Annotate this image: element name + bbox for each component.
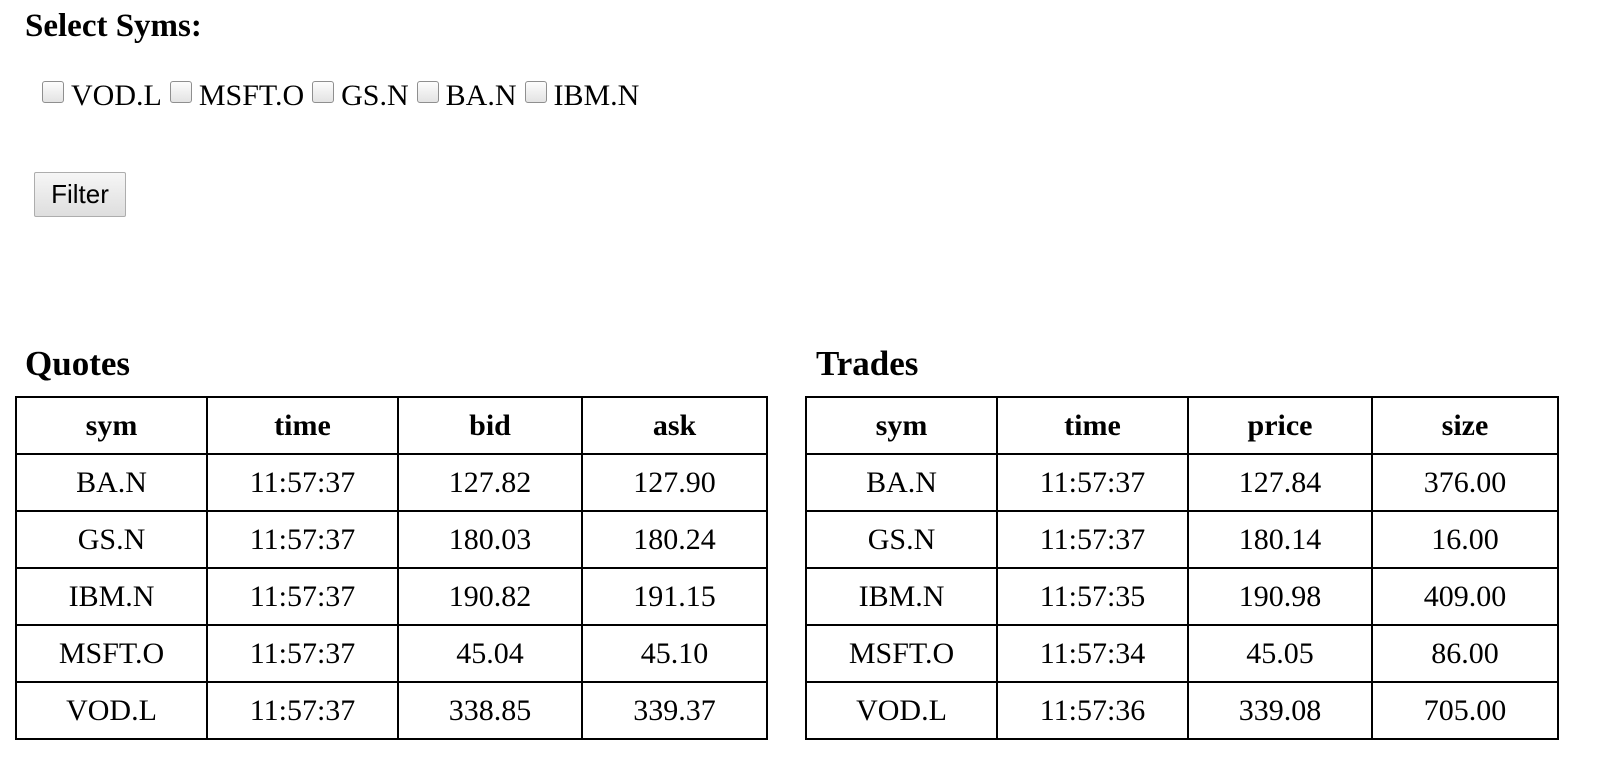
table-cell: 11:57:37 xyxy=(206,510,399,569)
table-cell: 11:57:34 xyxy=(996,624,1189,683)
column-header: sym xyxy=(15,396,208,455)
table-cell: BA.N xyxy=(805,453,998,512)
table-cell: 11:57:37 xyxy=(206,624,399,683)
table-cell: GS.N xyxy=(805,510,998,569)
sym-checkbox-ba[interactable] xyxy=(416,81,439,103)
sym-checkbox-gs[interactable] xyxy=(312,81,335,103)
sym-option-vod[interactable]: VOD.L xyxy=(41,79,169,113)
table-cell: VOD.L xyxy=(15,681,208,740)
table-cell: 11:57:37 xyxy=(996,453,1189,512)
trades-title: Trades xyxy=(816,344,919,383)
column-header: price xyxy=(1187,396,1373,455)
table-cell: MSFT.O xyxy=(15,624,208,683)
column-header: time xyxy=(996,396,1189,455)
table-cell: 127.82 xyxy=(397,453,583,512)
table-cell: 339.08 xyxy=(1187,681,1373,740)
table-cell: 191.15 xyxy=(581,567,768,626)
table-cell: 127.84 xyxy=(1187,453,1373,512)
table-cell: 16.00 xyxy=(1371,510,1559,569)
trades-header-row: sym time price size xyxy=(805,396,1559,455)
table-cell: 190.82 xyxy=(397,567,583,626)
table-row: IBM.N 11:57:35 190.98 409.00 xyxy=(805,567,1559,626)
table-cell: 86.00 xyxy=(1371,624,1559,683)
table-cell: 11:57:36 xyxy=(996,681,1189,740)
sym-checkbox-vod[interactable] xyxy=(42,81,64,103)
sym-checkbox-msft[interactable] xyxy=(169,81,192,103)
table-cell: 45.04 xyxy=(397,624,583,683)
sym-label-vod: VOD.L xyxy=(71,79,162,112)
table-row: BA.N 11:57:37 127.84 376.00 xyxy=(805,453,1559,512)
table-cell: IBM.N xyxy=(805,567,998,626)
table-row: BA.N 11:57:37 127.82 127.90 xyxy=(15,453,768,512)
table-cell: 45.05 xyxy=(1187,624,1373,683)
quotes-header-row: sym time bid ask xyxy=(15,396,768,455)
table-cell: 11:57:37 xyxy=(206,567,399,626)
table-cell: 11:57:37 xyxy=(996,510,1189,569)
table-row: VOD.L 11:57:37 338.85 339.37 xyxy=(15,681,768,740)
sym-option-ba[interactable]: BA.N xyxy=(416,79,524,113)
table-cell: 180.03 xyxy=(397,510,583,569)
sym-option-msft[interactable]: MSFT.O xyxy=(169,79,311,113)
column-header: size xyxy=(1371,396,1559,455)
table-cell: 11:57:37 xyxy=(206,453,399,512)
quotes-table: sym time bid ask BA.N 11:57:37 127.82 12… xyxy=(15,396,768,740)
table-row: GS.N 11:57:37 180.03 180.24 xyxy=(15,510,768,569)
sym-option-gs[interactable]: GS.N xyxy=(311,79,416,113)
table-cell: IBM.N xyxy=(15,567,208,626)
table-cell: 376.00 xyxy=(1371,453,1559,512)
table-cell: 338.85 xyxy=(397,681,583,740)
table-row: MSFT.O 11:57:37 45.04 45.10 xyxy=(15,624,768,683)
column-header: time xyxy=(206,396,399,455)
sym-label-gs: GS.N xyxy=(341,79,409,112)
sym-label-msft: MSFT.O xyxy=(198,79,305,112)
column-header: ask xyxy=(581,396,768,455)
table-cell: 180.14 xyxy=(1187,510,1373,569)
sym-label-ibm: IBM.N xyxy=(553,79,640,112)
table-row: IBM.N 11:57:37 190.82 191.15 xyxy=(15,567,768,626)
table-cell: MSFT.O xyxy=(805,624,998,683)
table-cell: GS.N xyxy=(15,510,208,569)
sym-label-ba: BA.N xyxy=(445,79,517,112)
table-cell: BA.N xyxy=(15,453,208,512)
table-row: MSFT.O 11:57:34 45.05 86.00 xyxy=(805,624,1559,683)
filter-button[interactable]: Filter xyxy=(34,172,126,217)
table-cell: 339.37 xyxy=(581,681,768,740)
table-cell: 190.98 xyxy=(1187,567,1373,626)
table-cell: 45.10 xyxy=(581,624,768,683)
table-row: GS.N 11:57:37 180.14 16.00 xyxy=(805,510,1559,569)
table-cell: 180.24 xyxy=(581,510,768,569)
table-cell: 11:57:35 xyxy=(996,567,1189,626)
table-cell: VOD.L xyxy=(805,681,998,740)
table-row: VOD.L 11:57:36 339.08 705.00 xyxy=(805,681,1559,740)
table-cell: 127.90 xyxy=(581,453,768,512)
sym-checkbox-ibm[interactable] xyxy=(524,81,547,103)
quotes-title: Quotes xyxy=(25,344,130,383)
trades-table: sym time price size BA.N 11:57:37 127.84… xyxy=(805,396,1559,740)
column-header: sym xyxy=(805,396,998,455)
sym-option-ibm[interactable]: IBM.N xyxy=(524,79,647,113)
table-cell: 11:57:37 xyxy=(206,681,399,740)
table-cell: 409.00 xyxy=(1371,567,1559,626)
sym-checkbox-list: VOD.L MSFT.O GS.N BA.N IBM.N xyxy=(41,76,646,116)
column-header: bid xyxy=(397,396,583,455)
select-syms-title: Select Syms: xyxy=(25,8,202,44)
table-cell: 705.00 xyxy=(1371,681,1559,740)
